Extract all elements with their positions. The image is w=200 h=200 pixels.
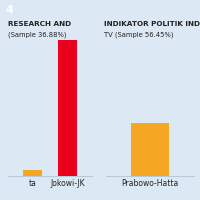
Text: RESEARCH AND: RESEARCH AND [8, 21, 71, 27]
Bar [131, 123, 169, 176]
Bar [58, 40, 77, 176]
Text: 4: 4 [6, 5, 14, 15]
Text: INDIKATOR POLITIK IND: INDIKATOR POLITIK IND [104, 21, 200, 27]
Text: TV (Sample 56.45%): TV (Sample 56.45%) [104, 31, 174, 38]
Text: (Sample 36.88%): (Sample 36.88%) [8, 31, 66, 38]
Bar [23, 170, 42, 176]
